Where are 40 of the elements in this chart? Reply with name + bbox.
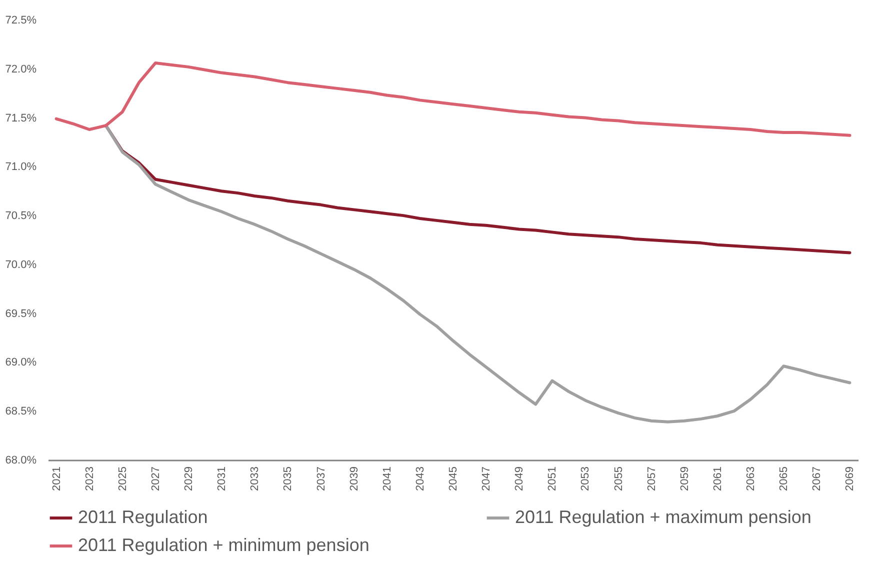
x-tick-label: 2043 (414, 466, 426, 491)
y-tick-label: 68.5% (5, 406, 37, 418)
x-tick-label: 2057 (646, 466, 658, 491)
x-tick-label: 2055 (612, 466, 625, 491)
x-tick-label: 2047 (480, 466, 493, 491)
x-tick-label: 2021 (50, 466, 63, 491)
x-tick-label: 2037 (315, 466, 328, 491)
legend-label: 2011 Regulation + maximum pension (515, 507, 812, 527)
line-series (104, 124, 852, 424)
x-tick-label: 2035 (282, 466, 294, 491)
x-tick-label: 2049 (514, 466, 526, 491)
x-tick-label: 2065 (778, 466, 790, 491)
x-tick-label: 2025 (116, 466, 129, 491)
y-tick-label: 72.0% (5, 63, 37, 76)
x-tick-label: 2061 (712, 466, 724, 491)
legend-label: 2011 Regulation + minimum pension (78, 535, 370, 555)
y-tick-label: 72.5% (5, 14, 37, 26)
y-tick-label: 70.0% (5, 258, 37, 271)
x-tick-label: 2023 (84, 466, 96, 491)
x-tick-label: 2041 (381, 466, 394, 491)
x-tick-label: 2059 (678, 466, 691, 491)
y-tick-label: 69.0% (5, 356, 37, 369)
x-tick-label: 2039 (348, 466, 360, 491)
x-tick-label: 2031 (216, 466, 228, 491)
x-tick-label: 2029 (183, 466, 196, 491)
x-tick-label: 2069 (844, 466, 856, 491)
y-tick-label: 71.5% (5, 112, 37, 124)
x-tick-label: 2051 (546, 466, 559, 491)
y-tick-label: 70.5% (5, 210, 37, 222)
legend-label: 2011 Regulation (78, 507, 208, 527)
x-tick-label: 2045 (448, 466, 460, 491)
x-tick-label: 2063 (745, 466, 758, 491)
y-tick-label: 68.0% (5, 454, 37, 466)
line-series (54, 62, 852, 137)
x-tick-label: 2053 (580, 466, 592, 491)
x-tick-label: 2067 (811, 466, 824, 491)
y-tick-label: 69.5% (5, 308, 37, 320)
x-tick-label: 2027 (150, 466, 162, 491)
y-tick-label: 71.0% (5, 161, 37, 174)
x-tick-label: 2033 (249, 466, 262, 491)
